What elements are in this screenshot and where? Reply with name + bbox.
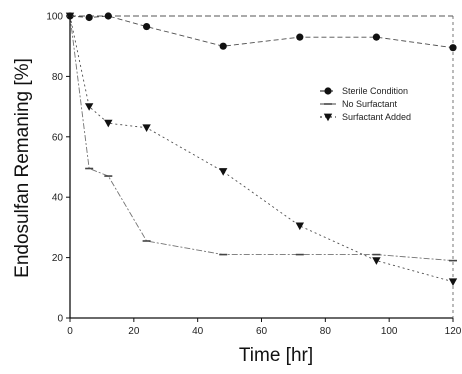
data-point bbox=[448, 278, 458, 286]
legend-item: No Surfactant bbox=[320, 99, 398, 109]
data-point bbox=[104, 119, 113, 128]
data-point bbox=[85, 13, 93, 22]
legend-label: Surfactant Added bbox=[342, 112, 411, 122]
data-point bbox=[296, 33, 304, 41]
data-point bbox=[219, 42, 227, 50]
y-tick-label: 40 bbox=[52, 193, 64, 204]
data-point bbox=[84, 103, 94, 111]
series-2 bbox=[66, 15, 457, 262]
legend-label: Sterile Condition bbox=[342, 86, 408, 96]
x-axis-title: Time [hr] bbox=[239, 345, 313, 366]
data-point bbox=[142, 124, 151, 132]
x-tick-label: 80 bbox=[320, 326, 332, 337]
legend-item: Sterile Condition bbox=[320, 86, 408, 96]
y-tick-label: 80 bbox=[52, 72, 64, 83]
series-line bbox=[69, 15, 454, 283]
series-1 bbox=[66, 12, 457, 52]
legend-item: Surfactant Added bbox=[320, 112, 411, 122]
data-point bbox=[65, 12, 75, 21]
x-tick-label: 60 bbox=[256, 326, 268, 337]
y-tick-label: 100 bbox=[46, 12, 63, 23]
data-point bbox=[372, 257, 381, 265]
x-tick-label: 100 bbox=[381, 326, 398, 337]
data-point bbox=[104, 12, 112, 20]
legend: Sterile Condition No Surfactant Surfactant… bbox=[320, 86, 411, 122]
data-point bbox=[219, 168, 228, 176]
plot-axes: 0 20 40 60 80 100 0 20 40 60 80 100 120 bbox=[46, 12, 461, 338]
legend-marker bbox=[323, 113, 333, 122]
y-tick-label: 0 bbox=[57, 314, 63, 325]
x-tick-label: 20 bbox=[128, 326, 140, 337]
x-tick-label: 40 bbox=[192, 326, 204, 337]
legend-marker bbox=[324, 87, 332, 95]
data-point bbox=[143, 22, 151, 31]
data-point bbox=[295, 222, 304, 231]
x-tick-label: 120 bbox=[445, 326, 462, 337]
data-point bbox=[449, 44, 457, 52]
data-point bbox=[372, 33, 380, 41]
y-tick-label: 60 bbox=[52, 132, 64, 143]
series-line bbox=[69, 15, 454, 262]
legend-label: No Surfactant bbox=[342, 99, 398, 109]
series-line bbox=[69, 15, 454, 49]
series-3 bbox=[65, 12, 458, 286]
series-layer bbox=[65, 12, 458, 286]
y-axis-title: Endosulfan Remaning [%] bbox=[12, 58, 33, 278]
x-tick-label: 0 bbox=[67, 326, 73, 337]
y-tick-label: 20 bbox=[52, 253, 64, 264]
